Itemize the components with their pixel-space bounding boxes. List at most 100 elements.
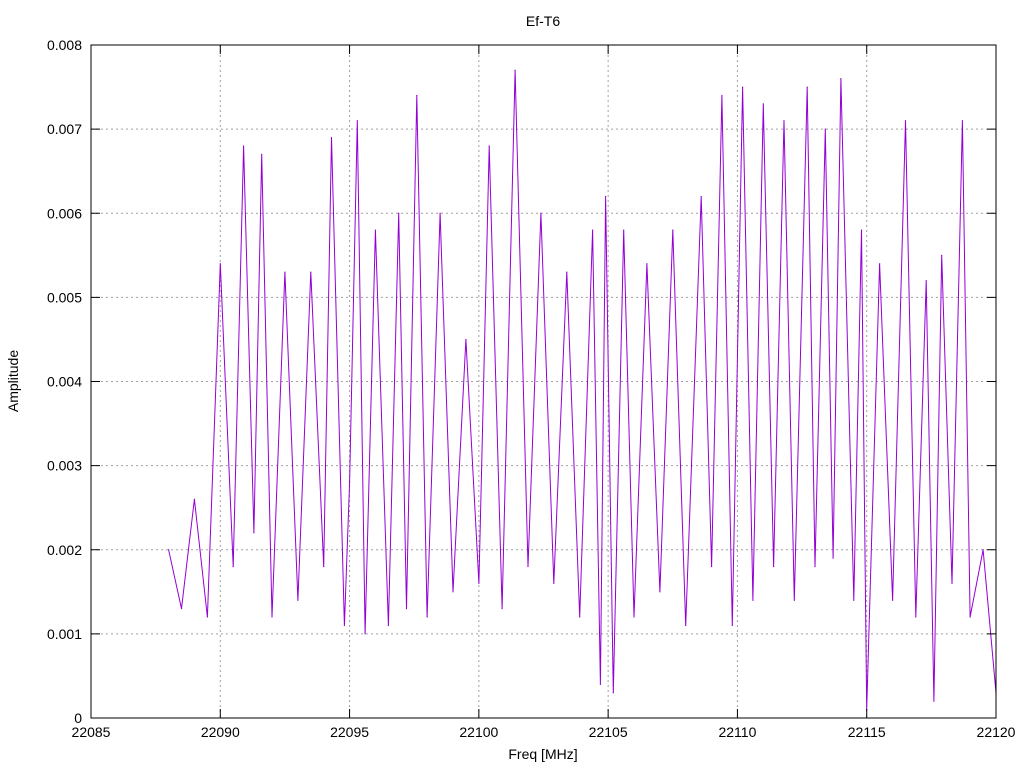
data-point [710, 565, 713, 568]
data-point [261, 153, 263, 155]
data-point [814, 565, 816, 568]
data-point [514, 69, 516, 71]
data-point [623, 229, 625, 231]
data-point [599, 683, 601, 685]
data-point [840, 78, 842, 80]
data-point [193, 498, 196, 500]
data-point [478, 582, 480, 585]
data-point [969, 616, 971, 618]
data-point [904, 120, 907, 122]
x-tick-label: 22090 [201, 724, 240, 740]
chart-title: Ef-T6 [526, 13, 560, 29]
data-point [374, 229, 377, 231]
grid-lines [91, 45, 996, 718]
data-point [793, 599, 795, 601]
data-point [752, 599, 754, 601]
data-point [426, 616, 428, 618]
data-point [933, 700, 935, 702]
data-point [633, 616, 635, 618]
data-point [604, 195, 607, 198]
data-point [167, 549, 170, 551]
data-point [951, 582, 953, 585]
data-point [646, 263, 648, 265]
y-tick-label: 0.001 [47, 626, 82, 642]
series-layer [167, 69, 997, 711]
data-point [685, 624, 687, 627]
x-tick-label: 22120 [977, 724, 1016, 740]
data-point [452, 591, 454, 593]
data-point [592, 229, 594, 231]
data-point [356, 120, 358, 122]
data-point [310, 271, 312, 273]
data-point [742, 86, 744, 88]
data-point [824, 128, 826, 130]
data-point [879, 263, 881, 265]
data-point [721, 94, 723, 97]
data-point [323, 565, 325, 568]
data-point [612, 692, 614, 694]
x-axis-label: Freq [MHz] [508, 746, 577, 762]
data-point [206, 616, 208, 618]
x-tick-label: 22095 [330, 724, 369, 740]
data-point [330, 136, 333, 139]
data-point [364, 633, 366, 635]
y-tick-label: 0.003 [47, 458, 82, 474]
data-point [762, 103, 764, 105]
data-point [961, 120, 963, 122]
data-point [566, 271, 568, 273]
data-point [832, 557, 834, 559]
y-tick-label: 0.002 [47, 542, 82, 558]
data-point [343, 624, 345, 627]
x-tick-label: 22085 [72, 724, 111, 740]
data-point [527, 565, 529, 568]
y-tick-label: 0.004 [47, 374, 82, 390]
data-point [348, 481, 351, 484]
y-tick-label: 0 [74, 710, 82, 726]
data-point [297, 599, 299, 601]
data-point [853, 599, 855, 601]
data-point [439, 212, 441, 214]
y-tick-label: 0.006 [47, 205, 82, 221]
data-point [405, 608, 408, 610]
data-point [540, 212, 542, 214]
data-point [553, 582, 555, 585]
data-point [242, 145, 245, 147]
data-point [232, 565, 234, 568]
x-tick-label: 22110 [718, 724, 756, 740]
data-point [219, 263, 221, 265]
data-point [416, 94, 418, 97]
data-point [925, 279, 927, 282]
y-tick-label: 0.007 [47, 121, 82, 137]
data-point [253, 532, 255, 534]
data-point [860, 229, 863, 231]
data-point [579, 616, 581, 618]
data-point [731, 624, 733, 627]
data-point [783, 120, 785, 122]
y-axis-label: Amplitude [5, 350, 21, 412]
data-point [941, 254, 943, 256]
data-point [488, 145, 490, 147]
x-tick-label: 22100 [459, 724, 498, 740]
data-point [659, 591, 661, 593]
data-point [501, 608, 503, 610]
data-point [465, 338, 467, 341]
data-point [284, 271, 286, 273]
data-point [773, 565, 775, 568]
y-tick-label: 0.008 [47, 37, 82, 53]
data-point [387, 624, 389, 627]
data-point [915, 616, 917, 618]
data-point [700, 195, 702, 198]
x-tick-label: 22115 [848, 724, 886, 740]
y-tick-label: 0.005 [47, 289, 82, 305]
data-point [806, 86, 808, 88]
data-point [672, 229, 674, 231]
data-point [180, 608, 183, 610]
data-point [271, 616, 273, 618]
data-point [982, 549, 984, 551]
x-tick-label: 22105 [589, 724, 628, 740]
data-point [891, 599, 894, 601]
data-point [398, 212, 400, 214]
axis-ticks: 22085 22090 22095 22100 22105 22110 22115 22120… [47, 37, 1016, 740]
series-line [168, 70, 997, 710]
